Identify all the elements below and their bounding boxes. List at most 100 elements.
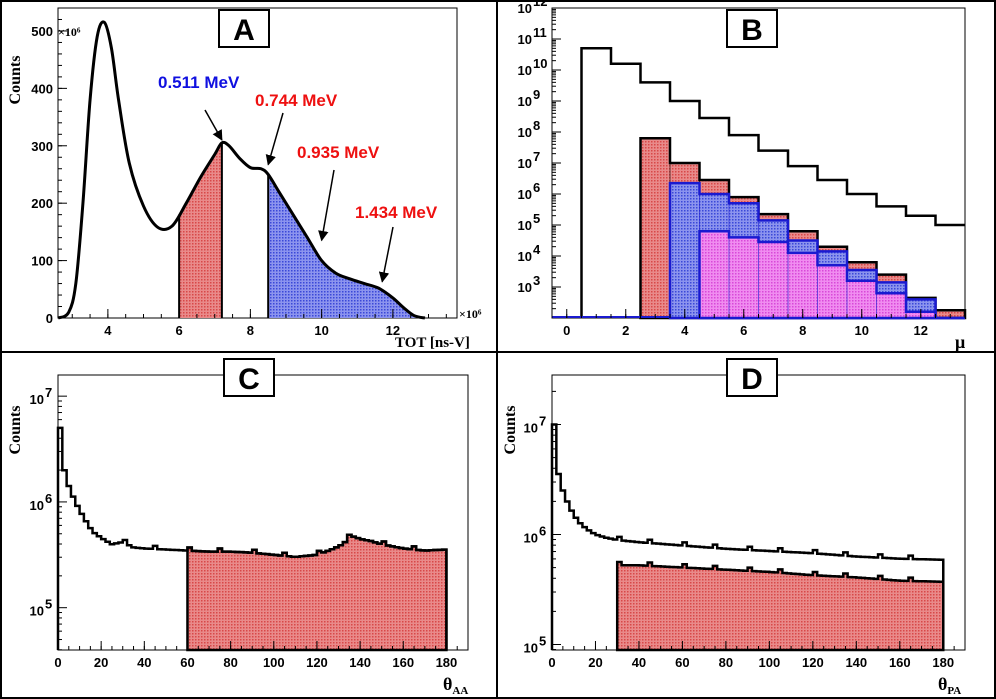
panel-b-xlabel: μ (955, 332, 965, 352)
panel-d-label: D (741, 363, 763, 396)
panel-a-annotations: 0.511 MeV 0.744 MeV 0.935 MeV 1.434 MeV (158, 73, 438, 283)
panel-b-xtick-label: 0 (563, 323, 570, 338)
panel-d-ytick-exp: 7 (539, 414, 546, 429)
panel-a-label: A (233, 14, 255, 47)
panel-a-label-box (218, 9, 270, 48)
panel-b-xtick-label: 4 (681, 323, 689, 338)
panel-a-plot-frame (57, 7, 458, 319)
panel-b-xtick-label: 6 (740, 323, 747, 338)
panel-b-ytick-exp: 5 (533, 211, 540, 226)
panel-b-ytick-exp: 8 (533, 118, 540, 133)
panel-c-label-box (223, 358, 275, 397)
panel-b-xtick-label: 8 (799, 323, 806, 338)
panel-a-energy-label: 0.511 MeV (158, 73, 240, 92)
panel-d-hist-red (615, 560, 945, 652)
panel-c-xtick-label: 160 (392, 655, 414, 670)
panel-b-ytick-label: 10 (518, 218, 532, 233)
panel-b-ytick-label: 10 (518, 249, 532, 264)
panel-c-xtick-label: 0 (54, 655, 61, 670)
panel-b-hist-magenta (698, 229, 965, 320)
panel-b-label: B (741, 14, 763, 47)
panel-d-hist-all (550, 423, 945, 650)
panel-c-histograms (56, 426, 448, 652)
panel-b-xtick-label: 12 (914, 323, 928, 338)
panel-d-xtick-label: 100 (759, 655, 781, 670)
panel-d-xtick-label: 80 (719, 655, 733, 670)
panel-b-ytick-exp: 7 (533, 149, 540, 164)
panel-d-xtick-label: 20 (588, 655, 602, 670)
panel-c-xtick-label: 180 (436, 655, 458, 670)
panel-a-x-multiplier: ×10⁶ (459, 307, 482, 321)
panel-b-hist-all (580, 47, 965, 318)
panel-b-xtick-label: 2 (622, 323, 629, 338)
panel-d-xtick-label: 0 (548, 655, 555, 670)
panel-a-xtick-label: 10 (314, 323, 328, 338)
panel-a-ytick-label: 0 (46, 311, 53, 326)
panel-c-ytick-label: 10 (30, 392, 44, 407)
panel-b-ytick-exp: 11 (533, 25, 547, 40)
panel-d-xtick-label: 60 (675, 655, 689, 670)
panel-d-xlabel: θPA (938, 674, 961, 697)
panel-c-ytick-label: 10 (30, 498, 44, 513)
panel-d-xtick-label: 140 (845, 655, 867, 670)
panel-c-label: C (238, 363, 260, 396)
panel-d-xlabel-sub: PA (947, 685, 961, 697)
panel-a-xtick-label: 8 (247, 323, 254, 338)
panel-d-ytick-label: 10 (524, 641, 538, 656)
panel-a-region-red (179, 142, 222, 318)
panel-a-ytick-label: 500 (31, 24, 53, 39)
panel-c-xtick-label: 140 (349, 655, 371, 670)
panel-b-ytick-exp: 10 (533, 56, 547, 71)
panel-c-ytick-exp: 5 (45, 597, 52, 612)
panel-d-xtick-label: 120 (802, 655, 824, 670)
panel-d-xlabel-theta: θ (938, 674, 947, 694)
panel-a-energy-arrow (265, 112, 284, 166)
panel-c-ytick-exp: 7 (45, 385, 52, 400)
panel-b-ytick-exp: 12 (533, 0, 547, 9)
panel-a-energy-label: 0.935 MeV (297, 143, 380, 162)
panel-a-shaded-regions (178, 142, 425, 318)
panel-d-label-box (726, 358, 778, 397)
panel-b-ytick-label: 10 (518, 32, 532, 47)
panel-b-ytick-label: 10 (518, 63, 532, 78)
panel-d-ylabel: Counts (502, 406, 519, 455)
panel-d-ytick-label: 10 (524, 421, 538, 436)
panel-a-ytick-label: 200 (31, 196, 53, 211)
panel-d-histograms (550, 423, 945, 652)
panel-d-xtick-label: 160 (889, 655, 911, 670)
panel-d-xtick-label: 40 (632, 655, 646, 670)
panel-a: 4 6 8 10 12 0 100 200 300 400 500 Counts ×10⁶ ×10⁶… (7, 7, 482, 351)
panel-d-ytick-label: 10 (524, 531, 538, 546)
panel-b-ytick-label: 10 (518, 1, 532, 16)
panel-c-ytick-label: 10 (30, 604, 44, 619)
panel-c-xtick-label: 60 (180, 655, 194, 670)
panel-d-ytick-exp: 5 (539, 634, 546, 649)
panel-b-ytick-label: 10 (518, 280, 532, 295)
panel-c-xtick-label: 20 (94, 655, 108, 670)
panel-b-ytick-exp: 6 (533, 180, 540, 195)
panel-a-xlabel: TOT [ns-V] (395, 335, 470, 351)
panel-b-histograms (552, 47, 967, 320)
panel-a-curve (57, 20, 426, 320)
panel-a-ytick-label: 300 (31, 139, 53, 154)
panel-c-ytick-exp: 6 (45, 491, 52, 506)
panel-d-ytick-exp: 6 (539, 524, 546, 539)
panel-d-xtick-label: 180 (932, 655, 954, 670)
panel-a-xtick-label: 12 (386, 323, 400, 338)
panel-a-energy-arrow (318, 169, 335, 242)
panel-b-ytick-label: 10 (518, 94, 532, 109)
panel-c-xtick-label: 80 (223, 655, 237, 670)
panel-a-energy-arrow (378, 226, 394, 283)
panel-b-ytick-exp: 4 (533, 242, 541, 257)
panel-b-label-box (726, 9, 778, 48)
panel-c-ylabel: Counts (7, 406, 24, 455)
panel-c-hist-all (56, 426, 448, 650)
panel-c-xtick-label: 100 (263, 655, 285, 670)
panel-b-ytick-exp: 3 (533, 273, 540, 288)
panel-a-energy-label: 1.434 MeV (355, 203, 438, 222)
